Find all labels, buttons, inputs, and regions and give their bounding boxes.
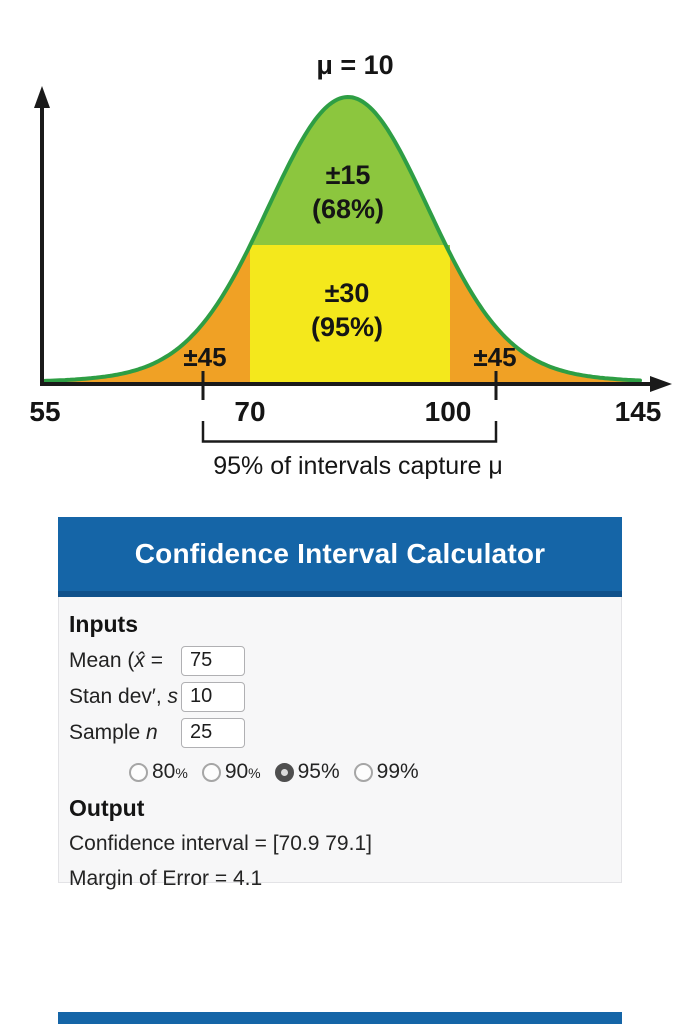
x-label-145: 145 xyxy=(614,396,662,427)
x-label-70: 70 xyxy=(234,396,266,427)
chart-caption: 95% of intervals capture μ xyxy=(213,452,503,480)
cutoff-panel-header xyxy=(58,1012,622,1024)
mean-row: Mean (x̂ = xyxy=(69,644,611,677)
middle-band-label: ±30 (95%) xyxy=(310,278,384,342)
confidence-option-90[interactable]: 90% xyxy=(201,760,261,784)
confidence-option-80[interactable]: 80% xyxy=(129,760,188,784)
inner-band-region xyxy=(250,97,450,254)
radio-99-icon[interactable] xyxy=(353,762,373,782)
mean-label: Mean (x̂ = xyxy=(69,648,163,672)
distribution-chart: μ = 10 ±15 (68%) ±30 (95%) ±45 ±45 55 70… xyxy=(0,0,683,510)
sample-label: Sample n xyxy=(69,720,158,744)
bell-curve-outline xyxy=(43,94,642,383)
outer-band-left-region xyxy=(45,245,250,384)
stdev-input[interactable] xyxy=(181,681,245,712)
stdev-label: Stan dev′, s xyxy=(69,684,178,708)
confidence-option-95[interactable]: 95% xyxy=(274,760,340,784)
confidence-interval-calculator: Confidence Interval Calculator Inputs Me… xyxy=(58,517,622,890)
bell-curve-svg xyxy=(34,86,672,443)
outer-band-label-left: ±45 xyxy=(183,342,227,372)
calculator-header: Confidence Interval Calculator xyxy=(58,517,622,597)
chart-title: μ = 10 xyxy=(316,50,394,80)
inputs-heading: Inputs xyxy=(69,611,138,637)
radio-80-icon[interactable] xyxy=(129,762,148,782)
sample-row: Sample n xyxy=(69,716,611,749)
x-axis-arrow-icon xyxy=(650,376,672,392)
radio-95-icon[interactable] xyxy=(274,762,294,782)
interval-bracket xyxy=(201,421,498,443)
x-label-55: 55 xyxy=(29,396,61,427)
output-heading: Output xyxy=(69,795,145,821)
sample-input[interactable] xyxy=(181,717,245,748)
radio-90-icon[interactable] xyxy=(201,762,221,782)
margin-of-error-result: Margin of Error = 4.1 xyxy=(69,867,263,890)
confidence-interval-result: Confidence interval = [70.9 79.1] xyxy=(69,832,372,855)
confidence-level-group: 80% 90% 95% 99% xyxy=(129,759,611,785)
outer-band-right-region xyxy=(450,253,640,384)
x-label-100: 100 xyxy=(424,396,472,427)
mean-input[interactable] xyxy=(181,645,245,676)
middle-band-region xyxy=(250,245,450,384)
calculator-title: Confidence Interval Calculator xyxy=(134,538,546,569)
y-axis-arrow-icon xyxy=(34,86,50,108)
confidence-option-99[interactable]: 99% xyxy=(353,760,419,784)
inner-band-label: ±15 (68%) xyxy=(311,160,385,224)
outer-band-label-right: ±45 xyxy=(473,342,517,372)
stdev-row: Stan dev′, s xyxy=(69,680,611,713)
calculator-body: Inputs Mean (x̂ = Stan dev′, s Sample n … xyxy=(58,597,622,890)
